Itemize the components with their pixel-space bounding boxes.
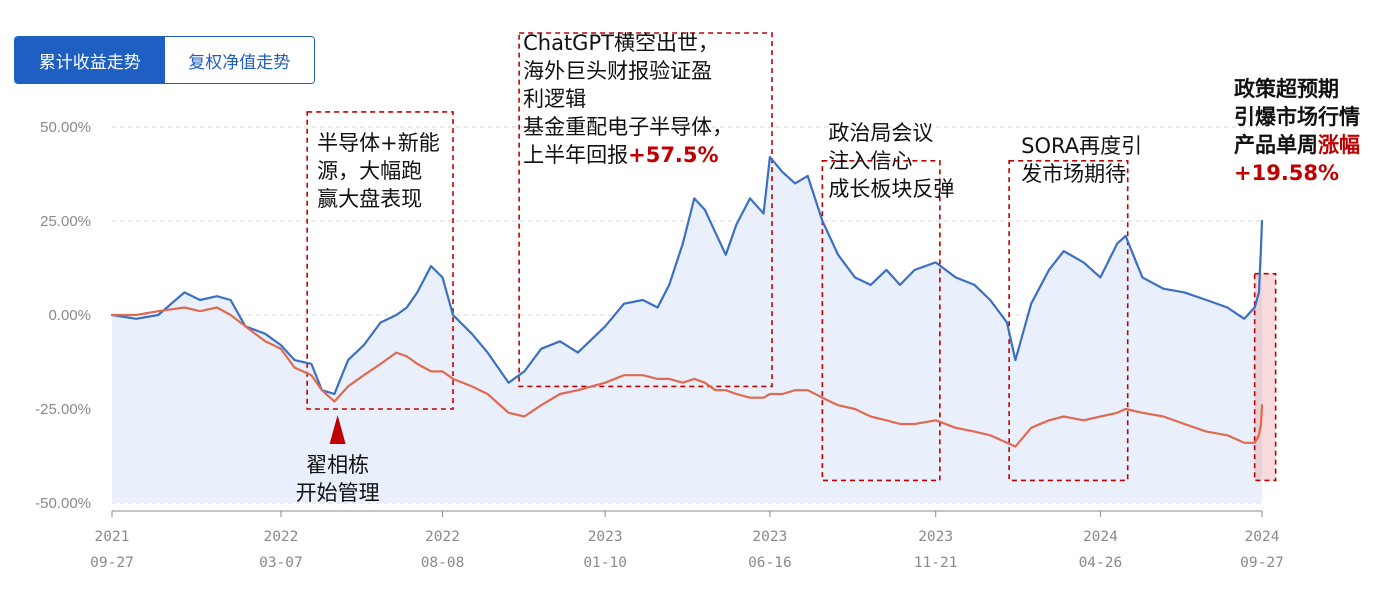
- x-tick-year: 2022: [263, 529, 298, 545]
- annotation-text-line: 引爆市场行情: [1234, 105, 1360, 129]
- annotation-text-segment: 半导体+新能: [317, 131, 440, 155]
- annotation-text-line: 政策超预期: [1234, 77, 1339, 101]
- tab-adjusted-nav[interactable]: 复权净值走势: [164, 37, 314, 83]
- x-tick-year: 2022: [425, 529, 460, 545]
- annotation-text-line: 发市场期待: [1021, 162, 1126, 186]
- tab-group: 累计收益走势 复权净值走势: [14, 36, 315, 84]
- annotation-text-segment: 上半年回报: [523, 143, 628, 167]
- x-tick-date: 11-21: [914, 555, 958, 571]
- manager-start-label: 翟相栋: [306, 453, 369, 477]
- annotation-text-line: SORA再度引: [1021, 134, 1142, 158]
- annotation-text-segment: 海外巨头财报验证盈: [523, 59, 712, 83]
- x-tick-year: 2023: [588, 529, 623, 545]
- annotation-box: [306, 111, 454, 410]
- annotation-text-line: 政治局会议: [828, 121, 933, 145]
- x-tick-date: 01-10: [583, 555, 627, 571]
- y-tick-label: -50.00%: [35, 495, 91, 512]
- x-tick-date: 06-16: [748, 555, 792, 571]
- series-layer: [110, 156, 1264, 448]
- y-tick-label: 25.00%: [40, 213, 91, 230]
- y-tick-label: 0.00%: [48, 307, 91, 324]
- annotation-text-segment: 产品单周: [1234, 133, 1318, 157]
- annotation-text-line: ChatGPT横空出世，: [523, 31, 719, 55]
- annotation-text-line: 海外巨头财报验证盈: [523, 59, 712, 83]
- x-tick-date: 03-07: [259, 555, 303, 571]
- manager-start-label: 开始管理: [296, 481, 380, 505]
- annotation-text-line: 注入信心: [828, 149, 912, 173]
- annotation-text-segment: 引爆市场行情: [1234, 105, 1360, 129]
- annotation-text-segment: +19.58%: [1234, 161, 1339, 185]
- annotation-box: [821, 160, 941, 482]
- annotation-text-line: 基金重配电子半导体，: [523, 115, 733, 139]
- axis-layer: 50.00% 25.00% 0.00% -25.00% -50.00% 2021 09-27…: [35, 119, 1284, 571]
- annotation-text-segment: 基金重配电子半导体，: [523, 115, 733, 139]
- x-tick-date: 09-27: [90, 555, 134, 571]
- y-tick-label: 50.00%: [40, 119, 91, 136]
- x-tick-year: 2024: [1245, 529, 1280, 545]
- annotation-text-segment: 涨幅: [1318, 133, 1360, 157]
- series-area: [112, 157, 1262, 503]
- x-tick-date: 09-27: [1240, 555, 1284, 571]
- x-tick-year: 2024: [1083, 529, 1118, 545]
- tab-cumulative-return[interactable]: 累计收益走势: [15, 37, 165, 83]
- annotation-text-line: 产品单周涨幅: [1234, 133, 1360, 157]
- annotation-box: [518, 32, 773, 388]
- annotation-text-segment: SORA再度引: [1021, 134, 1142, 158]
- annotation-text-line: 源，大幅跑: [317, 159, 422, 183]
- annotation-text-segment: 政治局会议: [828, 121, 933, 145]
- x-tick-year: 2023: [918, 529, 953, 545]
- series-line-1: [110, 156, 1264, 396]
- x-tick-date: 04-26: [1079, 555, 1123, 571]
- annotation-text-segment: 注入信心: [828, 149, 912, 173]
- annotation-text-line: 赢大盘表现: [317, 187, 422, 211]
- annotation-text-segment: ChatGPT横空出世，: [523, 31, 719, 55]
- annotation-text-segment: 源，大幅跑: [317, 159, 422, 183]
- manager-start-marker: [329, 415, 346, 444]
- area-fill: [112, 157, 1262, 503]
- annotation-text-line: 上半年回报+57.5%: [523, 143, 718, 167]
- annotation-text-segment: 成长板块反弹: [828, 177, 954, 201]
- y-tick-label: -25.00%: [35, 401, 91, 418]
- x-tick-date: 08-08: [421, 555, 465, 571]
- annotation-text-line: 成长板块反弹: [828, 177, 954, 201]
- series-line-2: [110, 306, 1264, 448]
- annotation-text-line: 利逻辑: [523, 87, 586, 111]
- annotation-text-line: 半导体+新能: [317, 131, 440, 155]
- annotation-text-segment: 赢大盘表现: [317, 187, 422, 211]
- annotation-text-segment: 政策超预期: [1234, 77, 1339, 101]
- annotation-box: [1008, 160, 1129, 482]
- annotation-box: [1253, 272, 1277, 482]
- annotation-text-segment: 发市场期待: [1021, 162, 1126, 186]
- x-tick-year: 2021: [95, 529, 130, 545]
- annotation-text-segment: +57.5%: [628, 143, 718, 167]
- annotation-text-segment: 利逻辑: [523, 87, 586, 111]
- annotation-text-line: +19.58%: [1234, 161, 1339, 185]
- x-tick-year: 2023: [752, 529, 787, 545]
